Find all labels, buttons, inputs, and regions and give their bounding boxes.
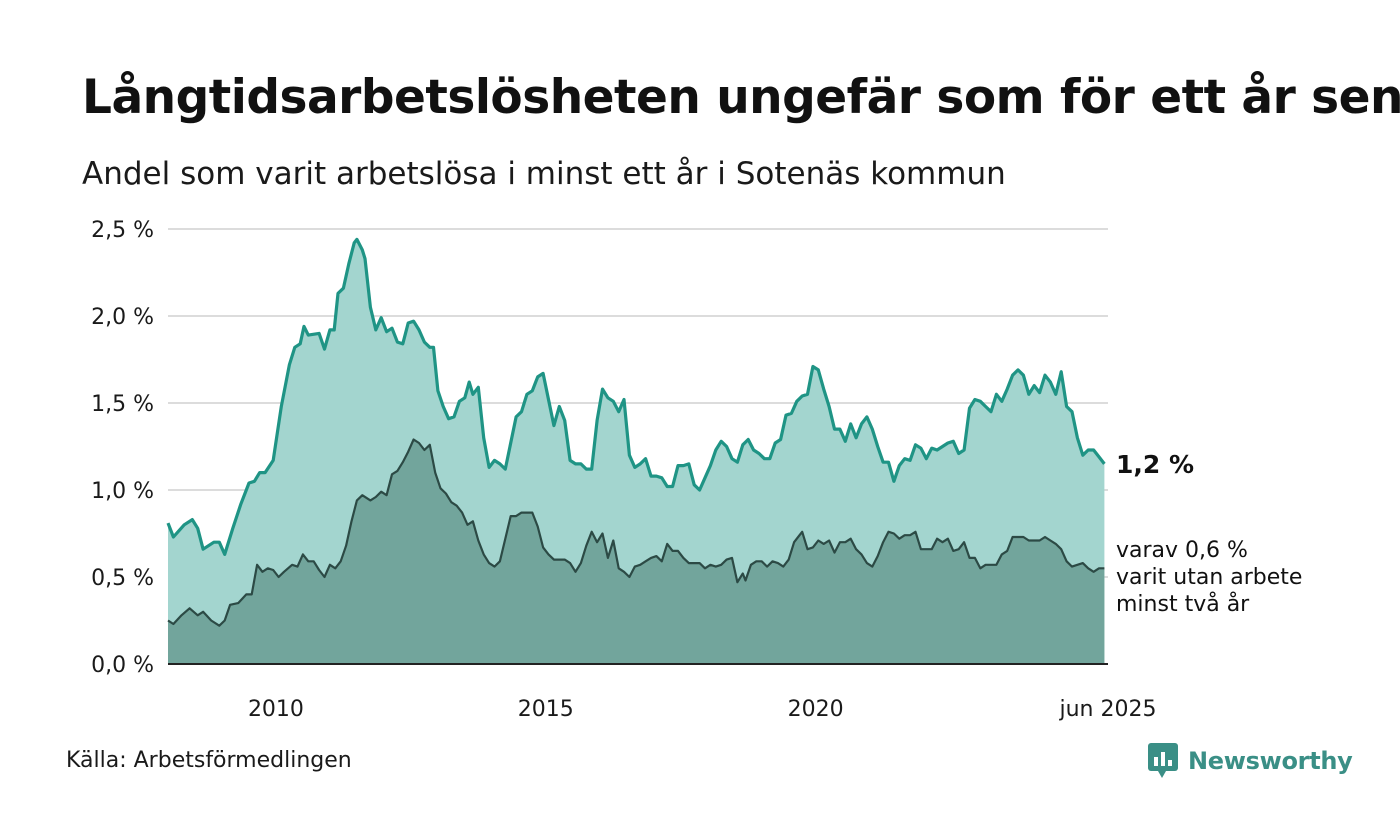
y-tick-label: 0,0 % xyxy=(91,653,154,678)
axes: 0,0 % 0,5 % 1,0 % 1,5 % 2,0 % 2,5 % 2010 2015 20… xyxy=(91,218,1156,722)
brand-name: Newsworthy xyxy=(1188,747,1353,775)
newsworthy-logo[interactable]: Newsworthy xyxy=(1148,743,1353,779)
source-note: Källa: Arbetsförmedlingen xyxy=(66,748,352,773)
y-tick-label: 2,0 % xyxy=(91,305,154,330)
chart-title: Långtidsarbetslösheten ungefär som för e… xyxy=(82,70,1400,125)
two-year-series-area xyxy=(168,439,1105,664)
y-tick-label: 1,0 % xyxy=(91,479,154,504)
x-tick-label: 2020 xyxy=(788,697,844,722)
x-tick-label: jun 2025 xyxy=(1059,697,1157,722)
series-areas xyxy=(168,239,1105,664)
two-year-end-label: varav 0,6 % xyxy=(1116,538,1248,563)
y-tick-label: 1,5 % xyxy=(91,392,154,417)
two-year-series-line xyxy=(167,438,1105,627)
series-lines xyxy=(166,237,1106,627)
x-tick-label: 2010 xyxy=(248,697,304,722)
two-year-end-label: varit utan arbete xyxy=(1116,565,1302,590)
total-end-label: 1,2 % xyxy=(1116,450,1194,479)
bar-chart-icon xyxy=(1148,743,1178,778)
y-tick-label: 0,5 % xyxy=(91,566,154,591)
x-tick-label: 2015 xyxy=(518,697,574,722)
chart-subtitle: Andel som varit arbetslösa i minst ett å… xyxy=(82,156,1006,192)
y-tick-label: 2,5 % xyxy=(91,218,154,243)
total-series-line xyxy=(166,237,1106,556)
two-year-end-label: minst två år xyxy=(1116,591,1250,617)
